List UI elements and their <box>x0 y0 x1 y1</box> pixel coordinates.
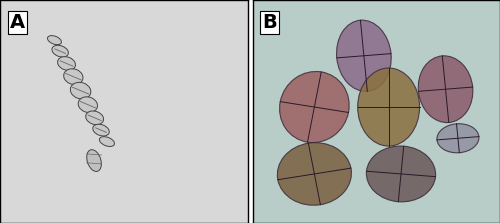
Ellipse shape <box>48 36 62 45</box>
Ellipse shape <box>52 45 68 57</box>
Ellipse shape <box>78 97 98 112</box>
Ellipse shape <box>86 111 103 125</box>
Text: A: A <box>10 13 25 32</box>
Ellipse shape <box>93 124 110 136</box>
Ellipse shape <box>336 20 391 91</box>
Ellipse shape <box>280 72 349 142</box>
Ellipse shape <box>366 146 436 202</box>
Ellipse shape <box>70 82 91 99</box>
Ellipse shape <box>64 69 83 85</box>
Ellipse shape <box>358 68 420 146</box>
Ellipse shape <box>278 143 351 205</box>
Ellipse shape <box>100 137 114 147</box>
Ellipse shape <box>58 57 76 70</box>
Ellipse shape <box>418 56 473 123</box>
Text: B: B <box>262 13 277 32</box>
Ellipse shape <box>437 124 479 153</box>
Ellipse shape <box>86 150 102 171</box>
